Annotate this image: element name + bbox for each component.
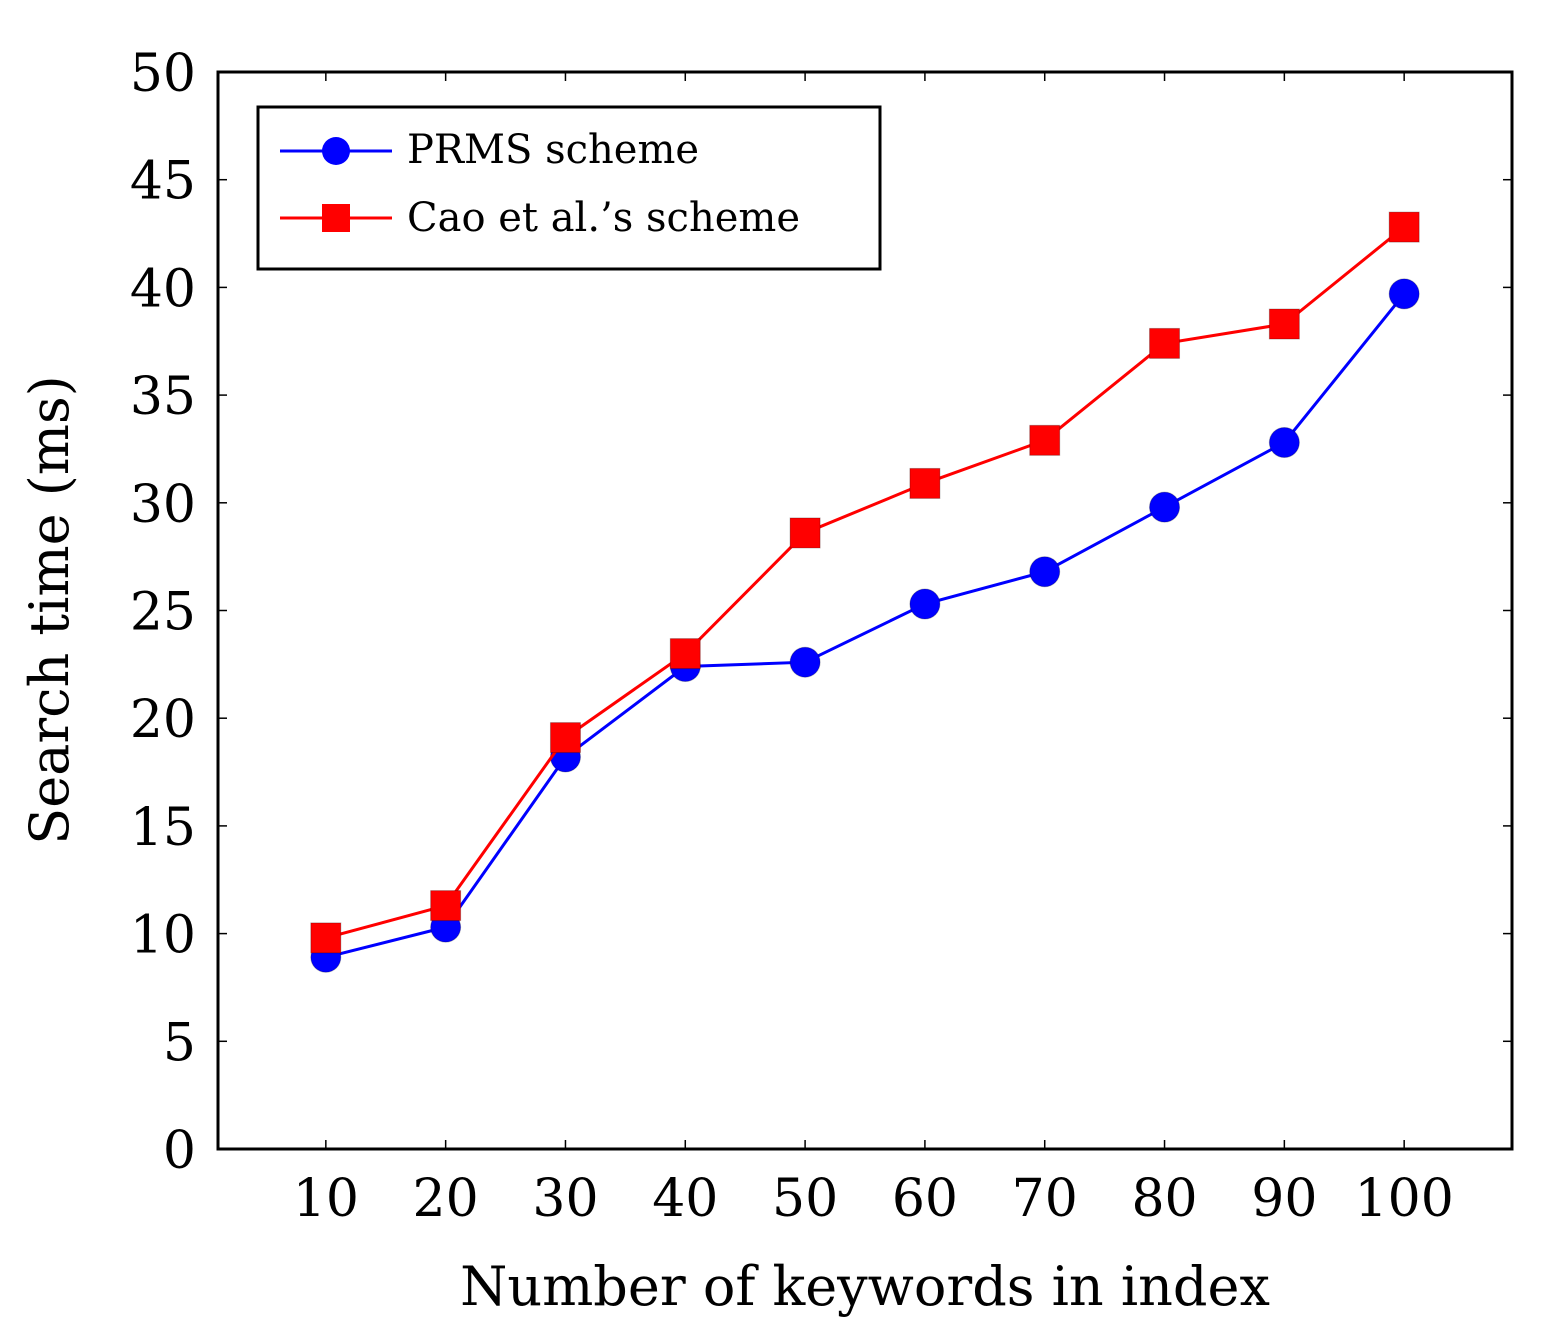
series-0-point <box>1268 426 1300 458</box>
y-tick-label: 10 <box>130 906 196 966</box>
y-tick-label: 15 <box>130 798 196 858</box>
series-1-point <box>1149 327 1181 359</box>
legend-marker-cao <box>322 204 350 232</box>
y-tick-label: 5 <box>163 1013 196 1073</box>
series-line-0 <box>325 292 1406 959</box>
y-tick-label: 0 <box>163 1121 196 1181</box>
x-tick-label: 40 <box>652 1169 718 1229</box>
series-1-point <box>909 467 941 499</box>
y-tick-label: 20 <box>130 690 196 750</box>
x-tick-label: 30 <box>532 1169 598 1229</box>
y-tick-label: 45 <box>130 152 196 212</box>
series-1-point <box>549 722 581 754</box>
x-tick-label: 10 <box>293 1169 359 1229</box>
legend-marker-prms <box>322 137 350 165</box>
legend-label-cao: Cao et al.’s scheme <box>407 195 800 241</box>
y-tick-label: 25 <box>130 583 196 643</box>
series-0-point <box>1388 278 1420 310</box>
x-axis-label: Number of keywords in index <box>460 1255 1270 1318</box>
legend: PRMS scheme Cao et al.’s scheme <box>256 105 882 271</box>
series-line-1 <box>325 225 1406 940</box>
series-0-point <box>789 646 821 678</box>
x-tick-label: 80 <box>1131 1169 1197 1229</box>
x-tick-label: 20 <box>413 1169 479 1229</box>
legend-label-prms: PRMS scheme <box>407 127 699 173</box>
series-1-point <box>1029 424 1061 456</box>
y-tick-label: 50 <box>130 44 196 104</box>
x-tick-label: 60 <box>892 1169 958 1229</box>
series-layer <box>310 211 1420 973</box>
series-1-point <box>430 890 462 922</box>
series-1-point <box>669 638 701 670</box>
series-0-point <box>1029 556 1061 588</box>
y-tick-label: 40 <box>130 259 196 319</box>
ticks-layer: 0 5 10 15 20 25 30 35 40 45 50 10 20 30 40 50 60 70 80 90 10… <box>130 44 1512 1229</box>
series-1-point <box>1268 308 1300 340</box>
x-tick-label: 50 <box>772 1169 838 1229</box>
series-0-point <box>1149 491 1181 523</box>
y-axis-label: Search time (ms) <box>18 375 81 845</box>
series-1-point <box>310 922 342 954</box>
series-1-point <box>1388 211 1420 243</box>
x-tick-label: 100 <box>1355 1169 1454 1229</box>
series-0-point <box>909 588 941 620</box>
series-1-point <box>789 517 821 549</box>
x-tick-label: 90 <box>1251 1169 1317 1229</box>
x-tick-label: 70 <box>1012 1169 1078 1229</box>
y-tick-label: 35 <box>130 367 196 427</box>
legend-box <box>256 105 882 271</box>
y-tick-label: 30 <box>130 475 196 535</box>
